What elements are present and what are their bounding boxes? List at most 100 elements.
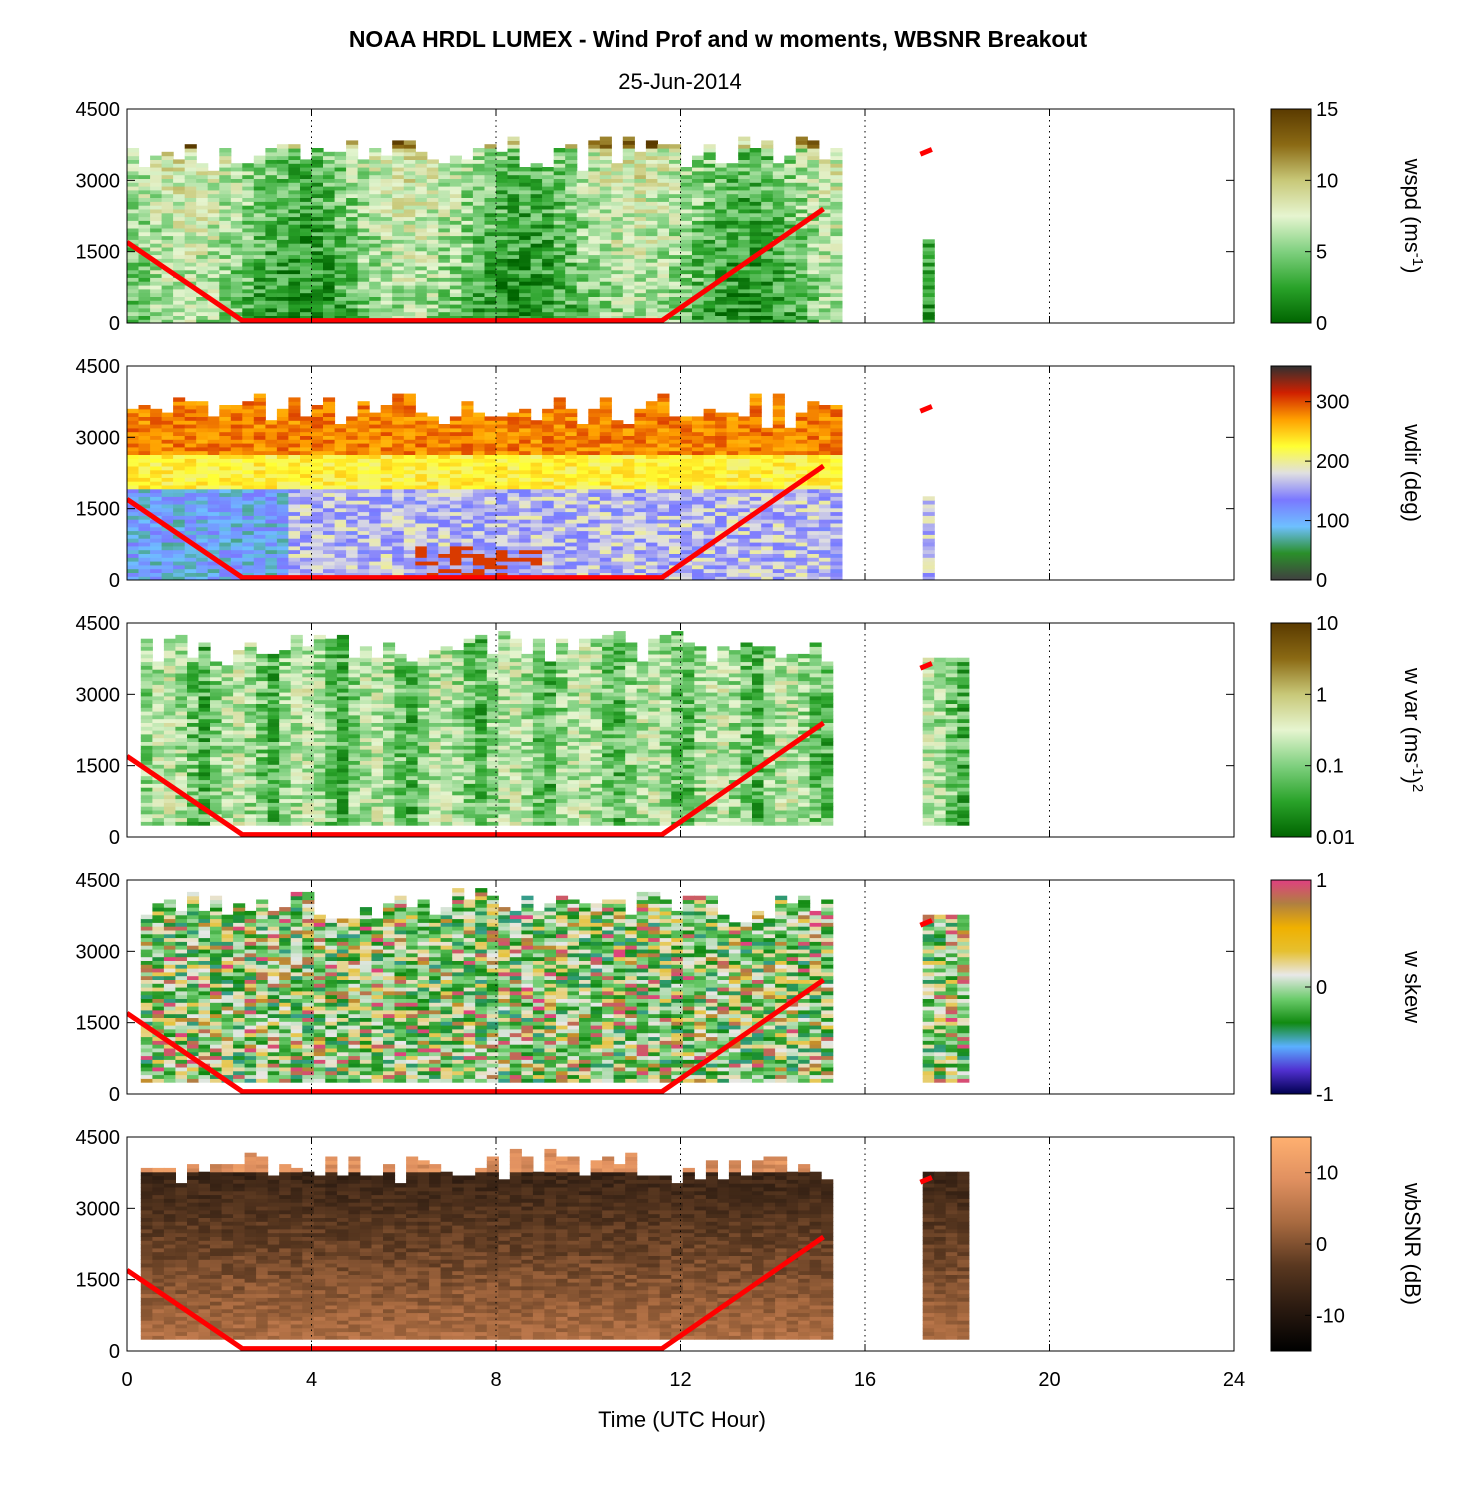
heatmap-cell: [230, 522, 243, 528]
heatmap-cell: [150, 488, 163, 494]
heatmap-cell: [576, 553, 589, 558]
heatmap-cell: [369, 515, 382, 520]
heatmap-cell: [288, 182, 301, 187]
heatmap-cell: [669, 246, 682, 252]
heatmap-cell: [715, 262, 728, 267]
heatmap-cell: [369, 458, 382, 463]
heatmap-cell: [634, 224, 647, 229]
heatmap-cell: [311, 170, 324, 176]
heatmap-cell: [484, 431, 497, 436]
heatmap-cell: [426, 197, 439, 202]
heatmap-cell: [507, 277, 520, 282]
heatmap-cell: [392, 439, 405, 444]
heatmap-cell: [161, 553, 174, 558]
heatmap-cell: [426, 186, 439, 191]
heatmap-cell: [738, 239, 751, 244]
heatmap-cell: [242, 208, 255, 214]
heatmap-cell: [576, 484, 589, 490]
heatmap-cell: [622, 496, 635, 501]
heatmap-cell: [611, 315, 624, 320]
heatmap-cell: [276, 307, 289, 313]
heatmap-cell: [138, 458, 151, 463]
heatmap-cell: [461, 189, 474, 195]
heatmap-cell: [161, 439, 174, 444]
heatmap-cell: [645, 473, 658, 478]
heatmap-cell: [138, 450, 151, 455]
heatmap-cell: [715, 174, 728, 179]
heatmap-cell: [380, 288, 393, 294]
heatmap-cell: [599, 170, 612, 176]
heatmap-cell: [565, 439, 578, 444]
heatmap-cell: [357, 159, 370, 164]
heatmap-cell: [645, 465, 658, 471]
heatmap-cell: [230, 277, 243, 282]
heatmap-cell: [265, 511, 278, 516]
heatmap-cell: [276, 296, 289, 301]
heatmap-cell: [415, 549, 428, 554]
heatmap-cell: [426, 500, 439, 505]
heatmap-cell: [207, 462, 220, 467]
heatmap-cell: [196, 420, 209, 425]
heatmap-cell: [726, 296, 739, 301]
heatmap-cell: [611, 454, 624, 459]
heatmap-cell: [426, 300, 439, 305]
heatmap-cell: [242, 561, 255, 566]
heatmap-cell: [588, 484, 601, 490]
boundary-layer-line: [127, 206, 825, 323]
heatmap-cell: [323, 216, 336, 221]
heatmap-cell: [219, 243, 232, 248]
heatmap-cell: [253, 458, 266, 463]
heatmap-cell: [449, 205, 462, 210]
heatmap-cell: [369, 534, 382, 539]
heatmap-cell: [346, 522, 359, 528]
heatmap-cell: [634, 435, 647, 440]
heatmap-cell: [692, 227, 705, 233]
heatmap-cell: [276, 292, 289, 297]
heatmap-cell: [645, 500, 658, 505]
heatmap-cell: [519, 412, 532, 417]
heatmap-cell: [634, 469, 647, 475]
heatmap-cell: [138, 465, 151, 471]
heatmap-cell: [265, 163, 278, 168]
heatmap-cell: [415, 277, 428, 282]
heatmap-cell: [196, 224, 209, 229]
heatmap-cell: [288, 572, 301, 577]
heatmap-cell: [184, 277, 197, 282]
heatmap-cell: [161, 557, 174, 562]
heatmap-cell: [323, 446, 336, 452]
heatmap-cell: [749, 151, 762, 157]
heatmap-cell: [311, 492, 324, 497]
heatmap-cell: [219, 212, 232, 218]
heatmap-cell: [761, 201, 774, 206]
heatmap-cell: [415, 201, 428, 206]
heatmap-cell: [645, 262, 658, 267]
heatmap-cell: [669, 216, 682, 221]
heatmap-cell: [426, 178, 439, 183]
heatmap-cell: [253, 281, 266, 286]
heatmap-cell: [599, 212, 612, 218]
heatmap-cell: [346, 503, 359, 509]
heatmap-cell: [300, 469, 313, 475]
heatmap-cell: [173, 431, 186, 436]
heatmap-cell: [530, 462, 543, 467]
heatmap-cell: [530, 435, 543, 440]
heatmap-cell: [161, 568, 174, 573]
heatmap-cell: [657, 538, 670, 543]
heatmap-cell: [300, 454, 313, 459]
heatmap-cell: [599, 572, 612, 577]
heatmap-cell: [542, 511, 555, 516]
heatmap-cell: [403, 500, 416, 505]
heatmap-cell: [242, 205, 255, 210]
heatmap-cell: [657, 549, 670, 554]
heatmap-cell: [576, 174, 589, 179]
heatmap-cell: [265, 281, 278, 286]
heatmap-cell: [334, 265, 347, 271]
heatmap-cell: [276, 542, 289, 547]
heatmap-cell: [184, 167, 197, 172]
heatmap-cell: [438, 530, 451, 535]
heatmap-cell: [173, 265, 186, 271]
heatmap-cell: [634, 304, 647, 309]
heatmap-cell: [334, 208, 347, 214]
heatmap-cell: [219, 458, 232, 463]
heatmap-cell: [680, 296, 693, 301]
